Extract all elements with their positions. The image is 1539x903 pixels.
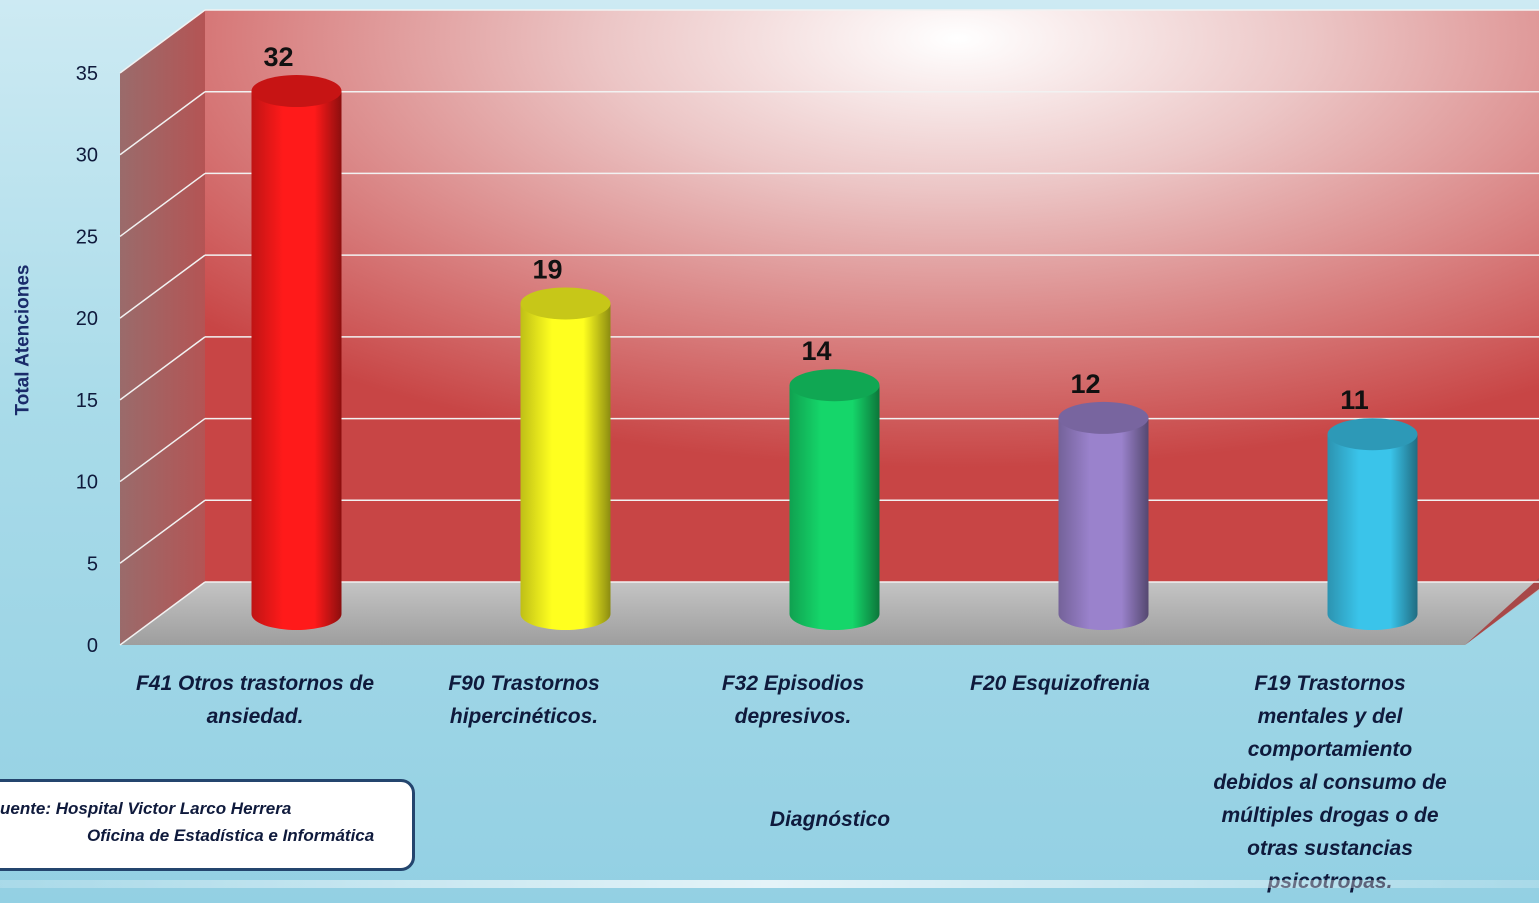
x-tick-label-line: comportamiento bbox=[1247, 738, 1413, 761]
y-tick-label: 25 bbox=[76, 226, 98, 248]
y-axis-title-wrap: Total Atenciones bbox=[6, 240, 40, 440]
bar-0 bbox=[251, 75, 342, 631]
bar-4 bbox=[1327, 418, 1418, 630]
bar-1 bbox=[520, 287, 611, 630]
x-tick-label-line: múltiples drogas o de bbox=[1221, 804, 1439, 827]
y-tick-label: 15 bbox=[76, 390, 98, 412]
x-axis-title: Diagnóstico bbox=[769, 808, 891, 831]
x-tick-label-line: F41 Otros trastornos de bbox=[135, 672, 375, 695]
gridline-side bbox=[119, 417, 206, 483]
x-tick-label-line: F90 Trastornos bbox=[448, 672, 600, 695]
bar-body bbox=[789, 385, 880, 630]
source-line-2: Oficina de Estadística e Informática bbox=[87, 826, 375, 845]
bar-body bbox=[1058, 417, 1149, 630]
gridline-side bbox=[119, 172, 206, 238]
x-tick-label-line: debidos al consumo de bbox=[1213, 771, 1447, 794]
gridline-side bbox=[119, 9, 206, 74]
data-label: 19 bbox=[532, 254, 562, 284]
y-tick-label: 10 bbox=[76, 472, 98, 494]
bottom-decorative-stripe bbox=[0, 880, 1539, 888]
x-tick-label: F19 Trastornos mentales y del comportamien… bbox=[1190, 667, 1470, 898]
bar-body bbox=[251, 91, 342, 631]
x-tick-label: F90 Trastornos hipercinéticos. bbox=[384, 667, 664, 733]
y-tick-label: 0 bbox=[87, 635, 98, 657]
data-label: 11 bbox=[1340, 385, 1369, 415]
data-label: 14 bbox=[801, 336, 831, 366]
bar-2 bbox=[789, 369, 880, 630]
x-tick-label-line: otras sustancias bbox=[1247, 837, 1413, 860]
x-tick-label-line: hipercinéticos. bbox=[449, 705, 599, 728]
x-tick-label-line: F20 Esquizofrenia bbox=[970, 672, 1150, 695]
data-label: 12 bbox=[1070, 369, 1100, 399]
source-box bbox=[0, 779, 415, 871]
y-axis-title: Total Atenciones bbox=[12, 264, 33, 416]
y-tick-label: 35 bbox=[76, 63, 98, 85]
x-tick-label-line: F32 Episodios bbox=[721, 672, 865, 695]
gridline-side bbox=[119, 499, 206, 564]
data-label: 32 bbox=[263, 42, 293, 72]
bar-top bbox=[1327, 418, 1418, 451]
gridline-side bbox=[119, 336, 206, 401]
gridline-side bbox=[119, 581, 206, 646]
gridline-side bbox=[119, 254, 206, 319]
bar-body bbox=[520, 303, 611, 630]
x-tick-label: F20 Esquizofrenia bbox=[920, 667, 1200, 700]
bar-top bbox=[520, 287, 611, 320]
x-tick-label-line: F19 Trastornos bbox=[1254, 672, 1406, 695]
bar-top bbox=[251, 75, 342, 108]
source-line-1: uente: Hospital Victor Larco Herrera bbox=[0, 799, 292, 818]
x-tick-label-line: mentales y del bbox=[1257, 705, 1403, 728]
floor-edge bbox=[1465, 578, 1539, 645]
bar-top bbox=[1058, 401, 1149, 434]
bar-body bbox=[1327, 434, 1418, 630]
x-tick-label: F32 Episodios depresivos. bbox=[653, 667, 933, 733]
x-tick-label: F41 Otros trastornos de ansiedad. bbox=[115, 667, 395, 733]
y-tick-label: 20 bbox=[76, 308, 98, 330]
x-tick-label-line: ansiedad. bbox=[206, 705, 304, 728]
y-tick-label: 30 bbox=[76, 145, 98, 167]
x-tick-label-line: depresivos. bbox=[734, 705, 852, 728]
bar-top bbox=[789, 369, 880, 402]
side-wall bbox=[120, 10, 205, 645]
y-tick-label: 5 bbox=[87, 553, 98, 575]
bar-3 bbox=[1058, 401, 1149, 630]
gridline-side bbox=[119, 91, 206, 156]
